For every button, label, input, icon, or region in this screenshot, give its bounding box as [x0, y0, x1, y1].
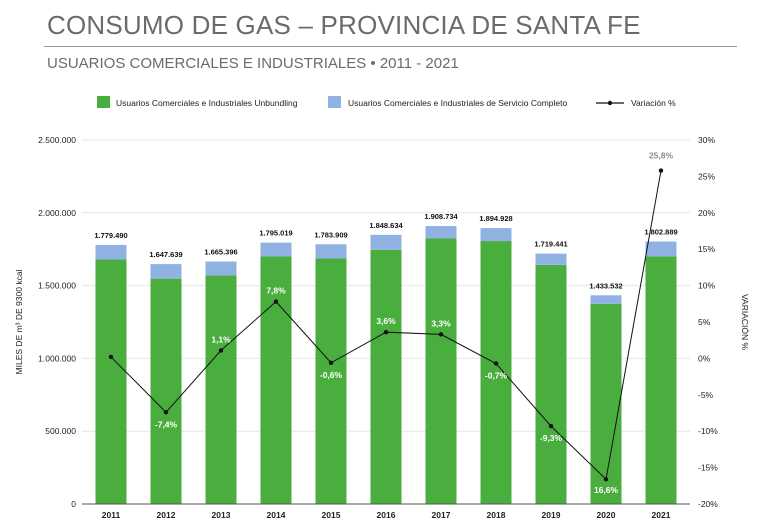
- variation-point: [218, 348, 224, 353]
- y-tick-label: 2.000.000: [38, 208, 76, 218]
- y-tick-label: 0: [71, 499, 76, 509]
- bar-unbundling: [150, 278, 182, 504]
- variation-point: [273, 299, 279, 304]
- bar-unbundling: [645, 256, 677, 504]
- x-tick-label: 2013: [212, 510, 231, 520]
- legend-marker-variacion: [607, 100, 613, 106]
- variation-point: [603, 477, 609, 482]
- y2-tick-label: 0%: [698, 353, 711, 363]
- legend-label-servicio-completo: Usuarios Comerciales e Industriales de S…: [348, 98, 567, 108]
- bar-unbundling: [260, 256, 292, 504]
- title-divider: [44, 46, 737, 47]
- variation-label: 3,6%: [376, 316, 396, 326]
- bar-servicio-completo: [370, 234, 402, 250]
- y2-axis-title: VARIACIÓN %: [740, 294, 750, 350]
- variation-label: 7,8%: [266, 286, 286, 296]
- x-tick-label: 2021: [652, 510, 671, 520]
- variation-point: [328, 360, 334, 365]
- bar-unbundling: [205, 275, 237, 504]
- bar-total-label: 1.779.490: [94, 231, 127, 240]
- x-tick-label: 2012: [157, 510, 176, 520]
- variation-point: [493, 361, 499, 366]
- x-tick-label: 2011: [102, 510, 121, 520]
- y-tick-label: 500.000: [45, 426, 76, 436]
- x-tick-label: 2020: [597, 510, 616, 520]
- bar-total-label: 1.894.928: [479, 214, 512, 223]
- variation-label: 1,1%: [211, 334, 231, 344]
- variation-point: [658, 168, 664, 173]
- x-tick-label: 2014: [267, 510, 286, 520]
- variation-label: -7,4%: [155, 419, 178, 429]
- page-subtitle: USUARIOS COMERCIALES E INDUSTRIALES • 20…: [47, 55, 459, 72]
- bar-total-label: 1.795.019: [259, 229, 292, 238]
- bar-servicio-completo: [205, 261, 237, 276]
- variation-label: 25,8%: [649, 151, 674, 161]
- bar-servicio-completo: [590, 295, 622, 304]
- variation-point: [548, 423, 554, 429]
- bar-unbundling: [590, 303, 622, 504]
- bar-unbundling: [535, 264, 567, 504]
- bar-total-label: 1.848.634: [369, 221, 403, 230]
- bar-total-label: 1.433.532: [589, 281, 622, 290]
- legend-label-unbundling: Usuarios Comerciales e Industriales Unbu…: [116, 98, 298, 108]
- x-tick-label: 2016: [377, 510, 396, 520]
- legend-swatch-unbundling: [97, 96, 110, 108]
- bar-total-label: 1.783.909: [314, 230, 347, 239]
- bar-total-label: 1.665.396: [204, 248, 237, 257]
- y2-tick-label: 30%: [698, 135, 715, 145]
- variation-label: 16,6%: [594, 485, 619, 495]
- variation-label: -0,6%: [320, 370, 343, 380]
- y2-tick-label: 20%: [698, 208, 715, 218]
- bar-servicio-completo: [150, 264, 182, 279]
- y2-tick-label: -20%: [698, 499, 718, 509]
- variation-point: [108, 354, 114, 360]
- bar-servicio-completo: [645, 241, 677, 257]
- bar-unbundling: [370, 249, 402, 504]
- bar-servicio-completo: [95, 244, 127, 260]
- variation-point: [163, 410, 169, 415]
- y2-tick-label: 15%: [698, 244, 715, 254]
- variation-label: 3,3%: [431, 318, 451, 328]
- bar-unbundling: [425, 238, 457, 504]
- bar-servicio-completo: [260, 242, 292, 257]
- y-tick-label: 2.500.000: [38, 135, 76, 145]
- bar-unbundling: [480, 241, 512, 504]
- y-axis-title: MILES DE m³ DE 9300 kcal: [14, 269, 24, 374]
- x-tick-label: 2017: [432, 510, 451, 520]
- bar-total-label: 1.719.441: [534, 240, 567, 249]
- bar-unbundling: [95, 259, 127, 504]
- variation-label: -9,3%: [540, 433, 563, 443]
- bar-unbundling: [315, 258, 347, 504]
- y2-tick-label: 5%: [698, 317, 711, 327]
- x-tick-label: 2015: [322, 510, 341, 520]
- y2-tick-label: 10%: [698, 281, 715, 291]
- variation-label: -0,7%: [485, 370, 508, 380]
- bar-servicio-completo: [535, 253, 567, 265]
- bar-total-label: 1.802.889: [644, 227, 677, 236]
- x-tick-label: 2019: [542, 510, 561, 520]
- page-title: CONSUMO DE GAS – PROVINCIA DE SANTA FE: [47, 10, 641, 40]
- y2-tick-label: -5%: [698, 390, 714, 400]
- variation-point: [383, 329, 389, 335]
- legend-swatch-servicio-completo: [328, 96, 341, 108]
- legend-label-variacion: Variación %: [631, 98, 676, 108]
- y2-tick-label: -10%: [698, 426, 718, 436]
- y2-tick-label: 25%: [698, 171, 715, 181]
- bar-servicio-completo: [480, 228, 512, 242]
- variation-point: [438, 332, 444, 337]
- bar-total-label: 1.647.639: [149, 250, 182, 259]
- y-tick-label: 1.500.000: [38, 281, 76, 291]
- x-tick-label: 2018: [487, 510, 506, 520]
- bar-total-label: 1.908.734: [424, 212, 458, 221]
- y2-tick-label: -15%: [698, 463, 718, 473]
- y-tick-label: 1.000.000: [38, 353, 76, 363]
- bar-servicio-completo: [315, 244, 347, 259]
- bar-servicio-completo: [425, 226, 457, 239]
